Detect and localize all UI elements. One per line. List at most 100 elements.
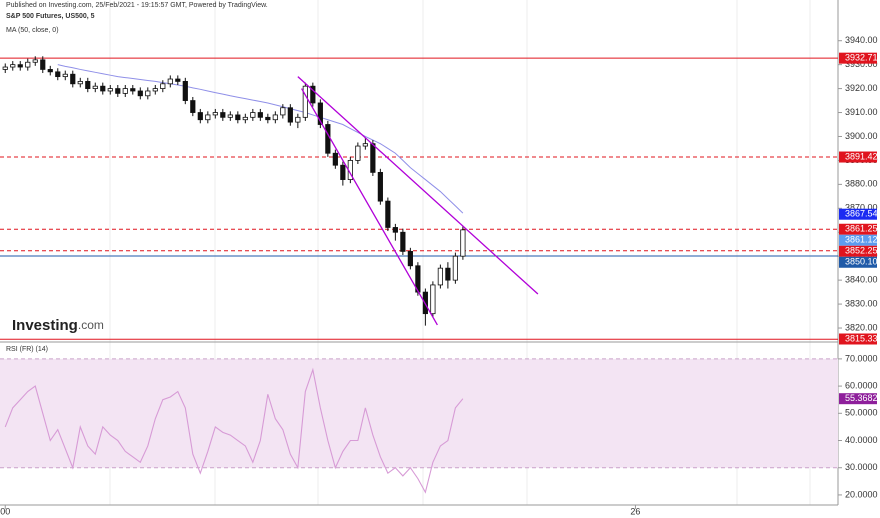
y-tick-label: 30.0000 (845, 462, 878, 472)
candle-body (175, 78, 181, 82)
candle-body (407, 251, 413, 267)
price-label: 3850.10 (845, 257, 878, 267)
candle-body (137, 90, 143, 97)
price-label-bg (839, 333, 877, 345)
rsi-line (4, 367, 464, 494)
rsi-last-bg (839, 393, 877, 405)
candle-body (242, 116, 248, 121)
price-label: 3852.25 (845, 246, 878, 256)
candle-body (332, 152, 338, 166)
instrument: S&P 500 Futures, US500, 5 (6, 13, 95, 20)
price-label-bg (839, 208, 877, 220)
candle-body (280, 107, 286, 116)
candle-body (430, 284, 436, 315)
y-tick-label: 3840.00 (845, 275, 878, 285)
logo-suffix: .com (78, 318, 104, 332)
candle-body (17, 64, 23, 68)
price-label-bg (839, 256, 877, 268)
candle-body (122, 88, 128, 94)
x-tick-label: 00 (0, 506, 10, 516)
candle-body (227, 114, 233, 118)
candle-body (317, 102, 323, 125)
candle-body (325, 124, 331, 154)
candle-body (10, 64, 16, 68)
price-label-bg (839, 234, 877, 246)
candle-body (40, 59, 46, 70)
rsi-label: RSI (FR) (14) (6, 346, 48, 353)
ma-line (57, 64, 464, 214)
candle-body (107, 88, 113, 92)
published-note: Published on Investing.com, 25/Feb/2021 … (6, 2, 268, 9)
candle-body (115, 88, 121, 94)
candle-body (220, 112, 226, 118)
price-label: 3861.12 (845, 235, 878, 245)
y-tick-label: 3900.00 (845, 131, 878, 141)
candle-body (130, 88, 136, 92)
trendline (301, 88, 438, 326)
y-tick-label: 50.0000 (845, 408, 878, 418)
candle-body (92, 85, 98, 89)
candle-body (355, 145, 361, 161)
candle-body (145, 90, 151, 97)
candle-body (302, 85, 308, 118)
candle-body (235, 114, 241, 121)
candle-body (340, 164, 346, 180)
price-label-bg (839, 245, 877, 257)
y-tick-label: 70.0000 (845, 353, 878, 363)
candle-body (77, 81, 83, 85)
candle-body (295, 116, 301, 123)
y-tick-label: 60.0000 (845, 380, 878, 390)
candle-body (190, 100, 196, 113)
price-label-bg (839, 52, 877, 64)
logo-main: Investing (12, 317, 78, 334)
x-tick-label: 26 (630, 506, 640, 516)
candle-body (370, 143, 376, 173)
candle-body (460, 229, 466, 257)
price-label-bg (839, 223, 877, 235)
candle-body (212, 112, 218, 116)
trendline (297, 76, 539, 295)
candle-body (385, 200, 391, 228)
rsi-last-label: 55.3682 (845, 393, 878, 403)
y-tick-label: 3820.00 (845, 322, 878, 332)
candle-body (167, 78, 173, 85)
candle-body (400, 231, 406, 252)
y-tick-label: 3870.00 (845, 203, 878, 213)
price-label: 3867.54 (845, 209, 878, 219)
y-tick-label: 3910.00 (845, 107, 878, 117)
price-label: 3932.71 (845, 53, 878, 63)
candle-body (62, 73, 68, 78)
candle-body (265, 116, 271, 121)
y-tick-label: 3880.00 (845, 179, 878, 189)
candle-body (25, 61, 31, 68)
candle-body (272, 114, 278, 121)
candle-body (2, 66, 8, 70)
candle-body (452, 255, 458, 281)
candle-body (160, 83, 166, 89)
ma-label: MA (50, close, 0) (6, 27, 59, 34)
candle-body (47, 69, 53, 73)
y-tick-label: 40.0000 (845, 435, 878, 445)
candle-body (32, 59, 38, 63)
candle-body (152, 88, 158, 92)
candle-body (445, 267, 451, 281)
candle-body (392, 227, 398, 233)
rsi-band (0, 358, 838, 468)
y-tick-label: 3940.00 (845, 35, 878, 45)
y-tick-label: 3830.00 (845, 298, 878, 308)
candle-body (205, 114, 211, 121)
candle-body (250, 112, 256, 118)
candle-body (55, 71, 61, 78)
y-tick-label: 20.0000 (845, 489, 878, 499)
candle-body (70, 73, 76, 85)
price-label: 3815.33 (845, 333, 878, 343)
candle-body (85, 81, 91, 89)
candle-body (100, 85, 106, 92)
candle-body (377, 171, 383, 202)
candle-body (197, 112, 203, 121)
y-tick-label: 3930.00 (845, 59, 878, 69)
candle-body (257, 112, 263, 118)
candle-body (310, 85, 316, 104)
price-label: 3861.25 (845, 224, 878, 234)
